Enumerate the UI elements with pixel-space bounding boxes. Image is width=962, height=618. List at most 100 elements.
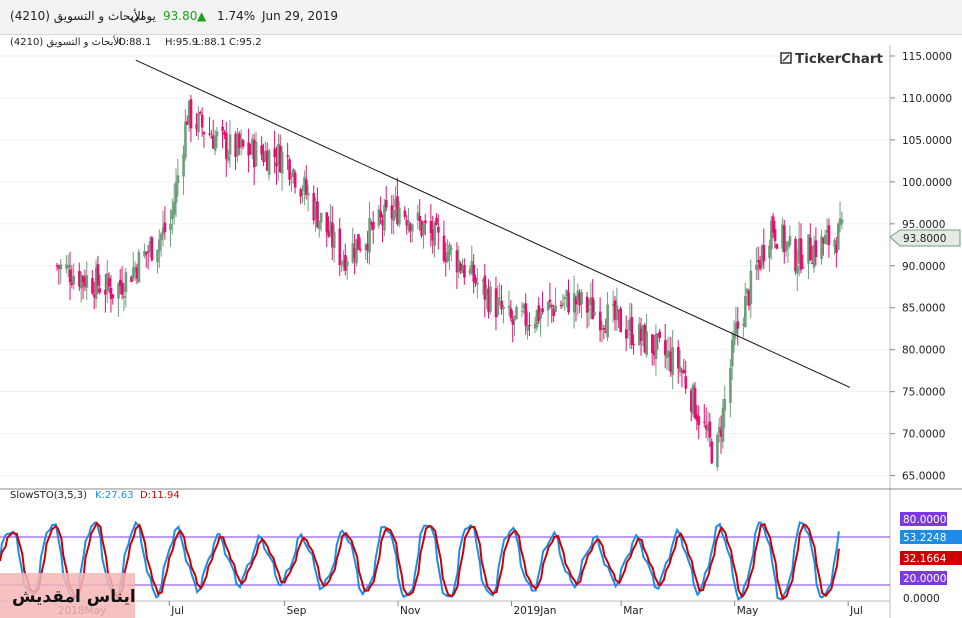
candle-body [736,321,740,329]
candle-body [117,283,120,299]
candle-body [286,155,290,157]
candle-body [202,132,206,135]
candle-body [814,240,818,258]
candle-body [279,145,282,173]
candle-body [385,200,388,208]
candle-body [174,182,178,203]
candle-body [316,201,319,228]
candle-body [409,224,412,232]
candle-body [677,346,680,369]
candle-body [494,288,498,318]
time-axis[interactable]: 2018MayJulSepNov2019JanMarMayJul [55,601,863,617]
candle-body [463,264,466,278]
candle-body [377,209,381,226]
chart-canvas[interactable]: 115.0000 110.0000 105.0000 100.0000 95.0000 9… [0,35,962,618]
candle-body [574,297,578,305]
candle-body [70,282,74,286]
candle-body [643,324,647,353]
symbol-name[interactable]: الأبحاث و التسويق (4210) [10,9,145,23]
candle-body [651,334,654,354]
candle-body [749,270,753,305]
time-tick-label: May [737,605,759,617]
candle-body [252,140,256,168]
candle-body [624,329,628,339]
k-value-tag [900,530,962,544]
candle-body [485,288,489,296]
stoch-axis[interactable]: 80.0000 53.2248 32.1664 20.0000 0.0000 [900,512,962,605]
candle-body [135,267,139,279]
watermark-text: ايناس امقديش [12,587,136,607]
candle-body [143,250,146,257]
brand-name: TickerChart [795,51,884,67]
price-tick-label: 115.0000 [902,51,952,63]
candle-body [96,264,100,286]
candle-body [796,265,799,274]
candle-body [742,323,745,326]
candle-body [611,303,615,306]
candle-body [691,384,695,414]
candle-body [249,151,252,154]
candle-body [94,267,98,299]
candle-body [210,137,213,139]
candle-body [182,154,185,177]
candle-body [72,275,76,285]
candle-body [176,175,180,183]
candle-body [161,227,165,235]
candle-body [822,238,825,244]
candle-body [474,277,477,284]
candle-body [502,306,505,309]
candle-body [459,263,463,271]
candle-body [150,237,154,261]
candle-body [442,235,446,261]
candle-body [593,312,596,315]
candle-body [171,210,174,219]
candle-body [239,139,243,146]
candle-body [658,331,662,338]
candle-body [481,279,485,282]
candle-body [91,278,94,294]
candle-body [457,259,461,273]
candle-body [833,240,836,247]
candle-body [626,333,630,335]
candle-body [810,262,814,265]
candle-body [717,426,721,433]
price-axis[interactable]: 115.0000 110.0000 105.0000 100.0000 95.0000 9… [890,51,952,483]
candle-body [314,200,317,219]
candle-body [693,387,697,419]
candle-body [669,351,673,372]
period-label[interactable]: يومي [130,9,156,23]
candle-body [665,352,669,358]
triangle-up-icon: ▲ [197,9,207,23]
candle-body [617,310,621,312]
candle-body [654,333,658,360]
candle-body [820,236,823,259]
candle-body [513,315,516,321]
d-value-tag [900,551,962,565]
candle-body [446,251,449,262]
trendline[interactable] [135,59,851,388]
candle-body [734,322,738,335]
candle-body [487,289,490,313]
candle-body [797,238,801,264]
candle-body [809,237,812,260]
candle-body [801,266,805,268]
legend-high: H:95.9 [165,37,198,48]
candle-body [351,243,355,263]
candle-body [288,159,291,180]
candle-body [723,398,727,411]
candle-body [537,305,541,321]
candle-body [187,100,191,125]
candle-body [604,331,608,333]
candle-body [133,266,137,272]
candle-body [111,294,115,298]
candle-body [225,132,228,160]
candle-body [600,325,604,327]
candle-body [418,215,422,222]
candle-body [690,390,693,412]
candle-body [567,292,570,313]
candle-body [57,266,61,269]
symbol-header: الأبحاث و التسويق (4210) يومي 93.80 ▲ 1.… [0,0,962,35]
candle-body [318,220,321,230]
candle-body [254,141,258,167]
candle-body [637,323,641,345]
